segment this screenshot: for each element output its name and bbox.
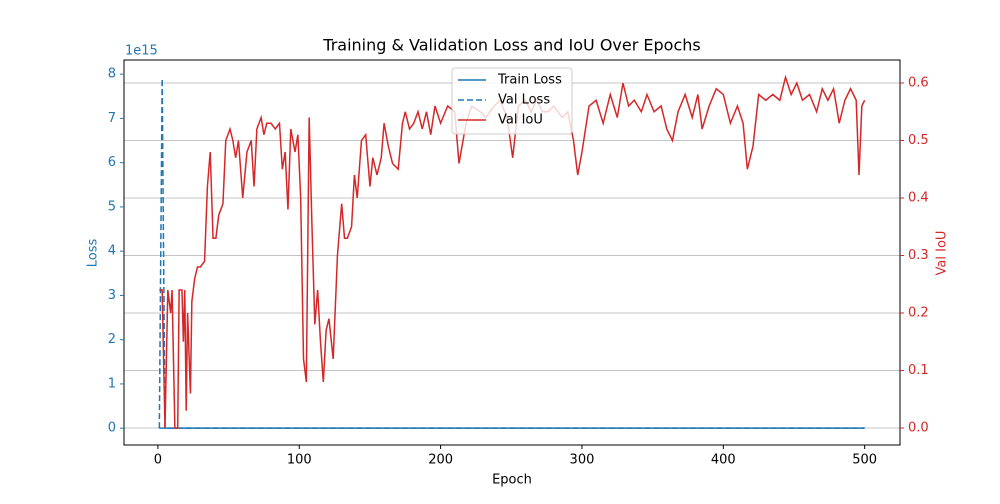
y2-tick-label: 0.5 [908, 133, 929, 148]
y-tick-label: 4 [108, 244, 116, 259]
x-tick-label: 200 [428, 453, 453, 468]
y2-tick-label: 0.6 [908, 75, 929, 90]
y2-tick-label: 0.2 [908, 305, 929, 320]
y2-tick-label: 0.3 [908, 248, 929, 263]
y2-axis-label: Val IoU [935, 231, 950, 276]
y-offset-label: 1e15 [125, 44, 158, 59]
x-tick-label: 300 [570, 453, 595, 468]
legend-label: Val IoU [498, 113, 543, 128]
plot-frame [123, 59, 901, 446]
y-tick-label: 2 [108, 332, 116, 347]
legend-box [451, 67, 573, 135]
y-tick-label: 1 [108, 376, 116, 391]
legend-label: Train Loss [497, 73, 562, 88]
y2-tick-label: 0.1 [908, 363, 929, 378]
y-tick-label: 5 [108, 199, 116, 214]
y-tick-label: 7 [108, 111, 116, 126]
line-series [159, 74, 866, 429]
y2-tick-label: 0.4 [908, 190, 929, 205]
y2-tick-label: 0.0 [908, 420, 929, 435]
y-tick-label: 6 [108, 155, 116, 170]
x-tick-label: 500 [852, 453, 877, 468]
y-axis-label: Loss [86, 239, 101, 268]
x-tick-label: 400 [711, 453, 736, 468]
legend-label: Val Loss [498, 93, 550, 108]
y-tick-label: 0 [108, 421, 116, 436]
line-series [158, 78, 865, 429]
x-tick-label: 0 [154, 453, 162, 468]
y-tick-label: 3 [108, 288, 116, 303]
y-tick-label: 8 [108, 67, 116, 82]
x-axis-label: Epoch [492, 473, 532, 488]
x-tick-label: 100 [287, 453, 312, 468]
chart-title: Training & Validation Loss and IoU Over … [322, 36, 700, 55]
